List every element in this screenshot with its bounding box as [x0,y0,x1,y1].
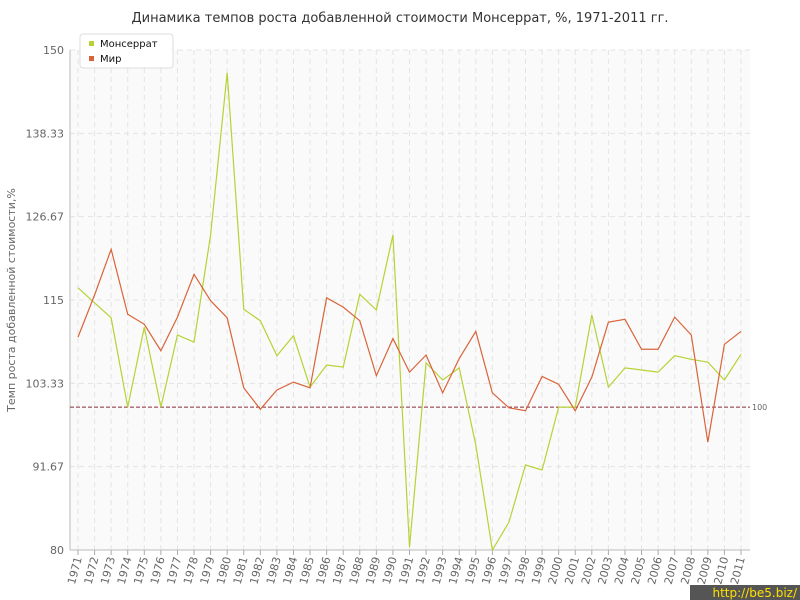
watermark-bg [690,585,800,600]
y-tick-label: 91.67 [33,461,65,474]
chart-title: Динамика темпов роста добавленной стоимо… [131,11,668,26]
y-axis-label: Темп роста добавленной стоимости,% [5,188,18,413]
x-tick-label: 2011 [728,555,748,585]
legend-label: Монсеррат [100,39,158,50]
y-tick-label: 103.33 [26,377,65,390]
series-line [77,247,742,443]
y-tick-label: 138.33 [26,127,65,140]
watermark: http://be5.biz/ [712,586,797,600]
legend-label: Мир [100,54,121,65]
y-tick-label: 115 [43,294,64,307]
legend-swatch [89,56,94,61]
reference-label: 100 [752,403,767,412]
legend-swatch [89,41,94,46]
y-tick-label: 126.67 [26,211,65,224]
y-tick-label: 80 [50,544,64,557]
series-line [77,72,742,552]
y-tick-label: 150 [43,44,64,57]
legend-box [79,33,174,69]
